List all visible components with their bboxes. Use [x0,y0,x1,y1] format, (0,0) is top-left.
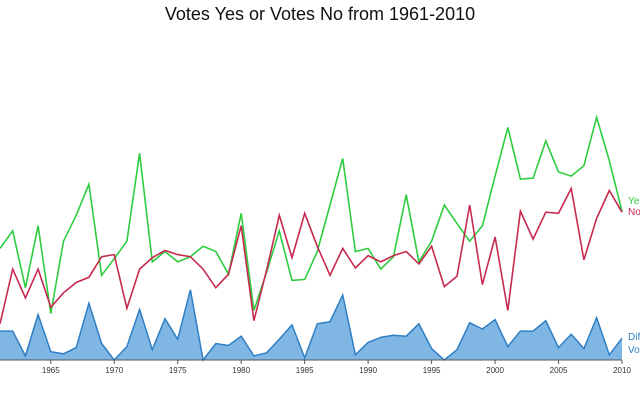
series-label-no: No [628,207,640,218]
series-label-vo: Vo [628,345,640,356]
x-tick-label-2010: 2010 [613,366,631,375]
series-labels: YesNo Dif Vo [628,196,640,356]
series-diff-area [0,289,622,360]
x-tick-label-1970: 1970 [105,366,123,375]
series-diff-line [0,289,623,362]
x-tick-label-1990: 1990 [359,366,377,375]
x-tick-label-1995: 1995 [423,366,441,375]
x-tick-label-1980: 1980 [232,366,250,375]
x-axis-ticks: 1965 1970 1975 1980 1985 1990 1995 2000 2005 2010 [42,360,631,375]
x-tick-label-1975: 1975 [169,366,187,375]
x-tick-label-1985: 1985 [296,366,314,375]
lines-layer [0,114,623,324]
diff-area-layer [0,289,623,362]
series-no-line [0,186,623,324]
x-tick-label-2000: 2000 [486,366,504,375]
x-tick-label-1965: 1965 [42,366,60,375]
series-label-diff: Dif [628,332,640,343]
chart-title: Votes Yes or Votes No from 1961-2010 [164,4,476,24]
x-tick-label-2005: 2005 [550,366,568,375]
series-label-yes: Yes [628,196,640,207]
series-yes-line [0,114,623,314]
